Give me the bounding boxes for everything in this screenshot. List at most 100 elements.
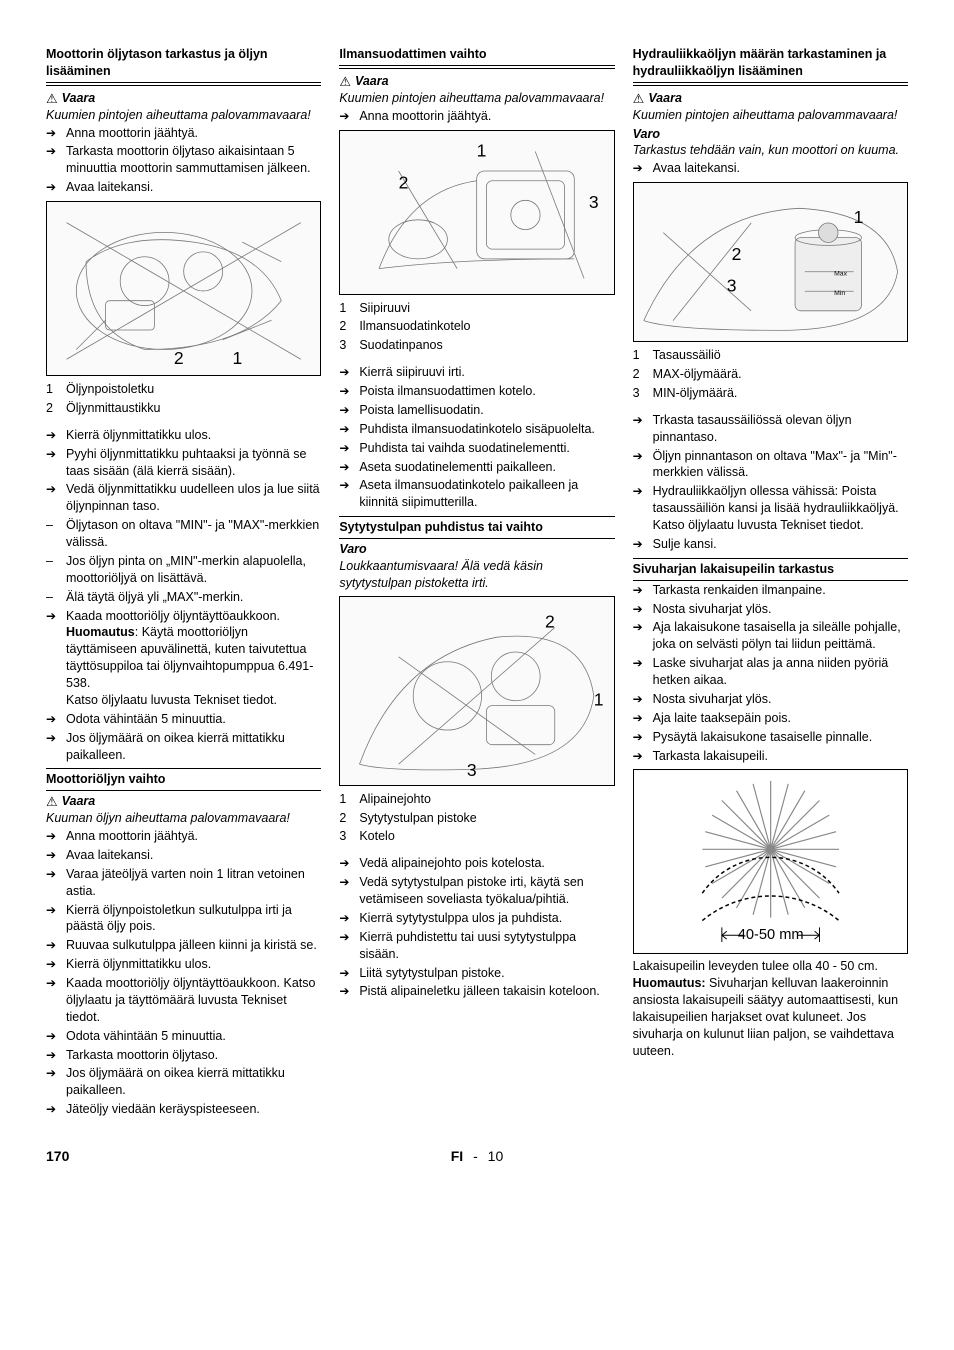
sparkplug-legend: 1Alipainejohto 2Sytytystulpan pistoke 3K…: [339, 790, 614, 847]
lang-code: FI: [451, 1148, 463, 1164]
sec-oil-change-title: Moottoriöljyn vaihto: [46, 768, 321, 791]
warning-label: Vaara: [355, 73, 389, 90]
varo-label: Varo: [633, 124, 908, 143]
step: Aja lakaisukone tasaisella ja sileälle p…: [653, 619, 908, 653]
step: Öljyn pinnantason on oltava "Max"- ja "M…: [653, 448, 908, 482]
varo-text: Loukkaantumisvaara! Älä vedä käsin sytyt…: [339, 558, 614, 592]
warning-label: Vaara: [648, 90, 682, 107]
legend-text: Kotelo: [359, 828, 394, 845]
svg-text:Max: Max: [834, 271, 847, 278]
svg-text:2: 2: [731, 244, 741, 264]
svg-text:2: 2: [545, 611, 555, 631]
warning-row: ⚠ Vaara: [46, 88, 321, 107]
page-footer: 170 FI - 10: [46, 1147, 908, 1166]
figure-legend: 1Öljynpoistoletku 2Öljynmittaustikku: [46, 380, 321, 418]
legend-num: 3: [633, 385, 647, 402]
step: Aseta ilmansuodatinkotelo paikalleen ja …: [359, 477, 614, 511]
dash-notes: Öljytason on oltava "MIN"- ja "MAX"-merk…: [46, 516, 321, 606]
figure-engine-oil: 2 1: [46, 201, 321, 376]
legend-num: 3: [339, 828, 353, 845]
step: Ruuvaa sulkutulppa jälleen kiinni ja kir…: [66, 937, 317, 954]
sweep-width-label: 40-50 mm: [737, 927, 803, 943]
step: Puhdista tai vaihda suodatinelementti.: [359, 440, 570, 457]
hydraulic-legend: 1Tasaussäiliö 2MAX-öljymäärä. 3MIN-öljym…: [633, 346, 908, 403]
svg-text:1: 1: [232, 348, 242, 368]
legend-num: 2: [633, 366, 647, 383]
step: Tarkasta moottorin öljytaso aikaisintaan…: [66, 143, 321, 177]
step: Avaa laitekansi.: [66, 847, 153, 864]
step: Anna moottorin jäähtyä.: [66, 828, 198, 845]
katso: Katso öljylaatu luvusta Tekniset tiedot.: [653, 518, 864, 532]
legend-num: 2: [46, 400, 60, 417]
step: Jäteöljy viedään keräyspisteeseen.: [66, 1101, 260, 1118]
step: Aja laite taaksepäin pois.: [653, 710, 791, 727]
step: Odota vähintään 5 minuuttia.: [66, 711, 226, 728]
legend-num: 1: [339, 300, 353, 317]
varo-label: Varo: [339, 539, 614, 558]
figure-sweep-mirror: 40-50 mm: [633, 769, 908, 954]
step: Avaa laitekansi.: [66, 179, 153, 196]
kaada: Kaada moottoriöljy öljyntäyttöaukkoon.: [66, 609, 280, 623]
warning-label: Vaara: [62, 793, 96, 810]
sparkplug-steps: Vedä alipainejohto pois kotelosta. Vedä …: [339, 854, 614, 1001]
varo-text: Tarkastus tehdään vain, kun moottori on …: [633, 142, 908, 159]
warning-text: Kuumien pintojen aiheuttama palovammavaa…: [46, 107, 321, 124]
step: Vedä öljynmittatikku uudelleen ulos ja l…: [66, 481, 321, 515]
huom-label: Huomautus:: [633, 976, 706, 990]
sub-page: 10: [488, 1148, 504, 1164]
step: Liitä sytytystulpan pistoke.: [359, 965, 504, 982]
warning-row: ⚠ Vaara: [633, 88, 908, 107]
oil-change-steps: Anna moottorin jäähtyä. Avaa laitekansi.…: [46, 827, 321, 1119]
svg-text:3: 3: [467, 760, 477, 780]
legend-text: MIN-öljymäärä.: [653, 385, 738, 402]
step: Tarkasta lakaisupeili.: [653, 748, 768, 765]
warning-icon: ⚠: [633, 92, 645, 105]
step: Anna moottorin jäähtyä.: [359, 108, 491, 125]
step: Trkasta tasaussäiliössä olevan öljyn pin…: [653, 412, 908, 446]
warning-label: Vaara: [62, 90, 96, 107]
step: Nosta sivuharjat ylös.: [653, 601, 772, 618]
step: Poista lamellisuodatin.: [359, 402, 483, 419]
svg-text:1: 1: [477, 140, 487, 160]
step: Sulje kansi.: [653, 536, 717, 553]
legend-text: Ilmansuodatinkotelo: [359, 318, 470, 335]
legend-text: Siipiruuvi: [359, 300, 410, 317]
step: Odota vähintään 5 minuuttia.: [66, 1028, 226, 1045]
warning-text: Kuumien pintojen aiheuttama palovammavaa…: [633, 107, 908, 124]
step: Pysäytä lakaisukone tasaiselle pinnalle.: [653, 729, 873, 746]
step: Kierrä öljynpoistoletkun sulkutulppa irt…: [66, 902, 321, 936]
legend-text: Tasaussäiliö: [653, 347, 721, 364]
sec-sparkplug-title: Sytytystulpan puhdistus tai vaihto: [339, 516, 614, 539]
figure-hydraulic: Max Min 1 2 3: [633, 182, 908, 342]
step: Laske sivuharjat alas ja anna niiden pyö…: [653, 655, 908, 689]
step: Aseta suodatinelementti paikalleen.: [359, 459, 556, 476]
svg-text:3: 3: [726, 275, 736, 295]
step: Kierrä öljynmittatikku ulos.: [66, 956, 211, 973]
warning-icon: ⚠: [46, 795, 58, 808]
warning-text: Kuumien pintojen aiheuttama palovammavaa…: [339, 90, 614, 107]
sweep-caption: Lakaisupeilin leveyden tulee olla 40 - 5…: [633, 958, 908, 975]
pre-steps: Anna moottorin jäähtyä.: [339, 107, 614, 126]
legend-text: Sytytystulpan pistoke: [359, 810, 476, 827]
pre-steps: Avaa laitekansi.: [633, 159, 908, 178]
svg-text:1: 1: [853, 207, 863, 227]
note: Jos öljyn pinta on „MIN"-merkin alapuole…: [66, 553, 321, 587]
sweep-huom: Huomautus: Sivuharjan kelluvan laakeroin…: [633, 975, 908, 1059]
legend-num: 2: [339, 810, 353, 827]
sec-sidebrush-title: Sivuharjan lakaisupeilin tarkastus: [633, 558, 908, 581]
page-number: 170: [46, 1147, 69, 1166]
step: Kierrä sytytystulppa ulos ja puhdista.: [359, 910, 562, 927]
column-1: Moottorin öljytason tarkastus ja öljyn l…: [46, 40, 321, 1119]
figure-sparkplug: 2 1 3: [339, 596, 614, 786]
warning-row: ⚠ Vaara: [339, 71, 614, 90]
legend-num: 1: [46, 381, 60, 398]
sec-hydraulic-title: Hydrauliikkaöljyn määrän tarkastaminen j…: [633, 44, 908, 83]
step: Nosta sivuharjat ylös.: [653, 691, 772, 708]
step: Poista ilmansuodattimen kotelo.: [359, 383, 535, 400]
step: Pistä alipaineletku jälleen takaisin kot…: [359, 983, 599, 1000]
legend-text: Öljynpoistoletku: [66, 381, 154, 398]
pre-fig-steps: Anna moottorin jäähtyä. Tarkasta moottor…: [46, 124, 321, 198]
legend-text: Suodatinpanos: [359, 337, 442, 354]
note: Älä täytä öljyä yli „MAX"-merkin.: [66, 589, 243, 606]
page-columns: Moottorin öljytason tarkastus ja öljyn l…: [46, 40, 908, 1119]
